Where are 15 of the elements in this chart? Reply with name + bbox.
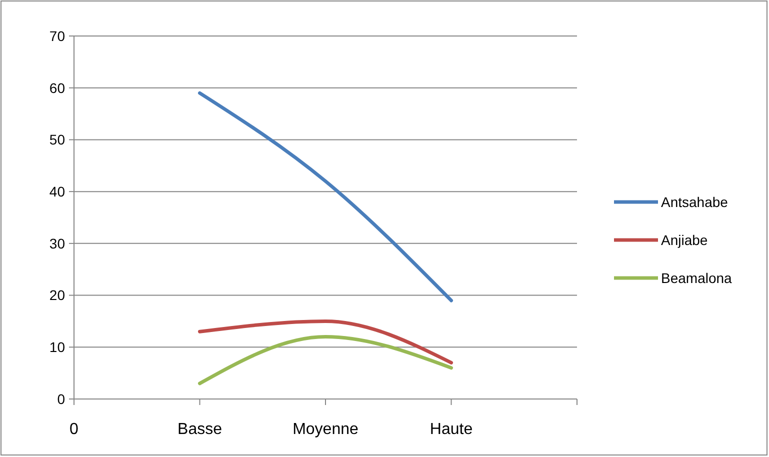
y-tick-label: 10 <box>49 339 66 356</box>
x-tick-label: Haute <box>430 421 473 438</box>
y-tick-label: 70 <box>49 28 66 44</box>
y-tick-label: 30 <box>49 235 66 252</box>
legend-label: Beamalona <box>661 270 732 286</box>
legend-label: Anjiabe <box>661 232 708 248</box>
x-tick-label: 0 <box>70 421 79 438</box>
y-tick-label: 50 <box>49 132 66 148</box>
x-tick-label: Basse <box>178 421 222 438</box>
y-tick-label: 60 <box>49 80 66 96</box>
x-tick-label: Moyenne <box>292 421 359 438</box>
legend-label: Antsahabe <box>661 194 728 210</box>
y-tick-label: 20 <box>49 287 66 304</box>
y-tick-label: 0 <box>57 390 66 407</box>
y-tick-label: 40 <box>49 183 66 200</box>
